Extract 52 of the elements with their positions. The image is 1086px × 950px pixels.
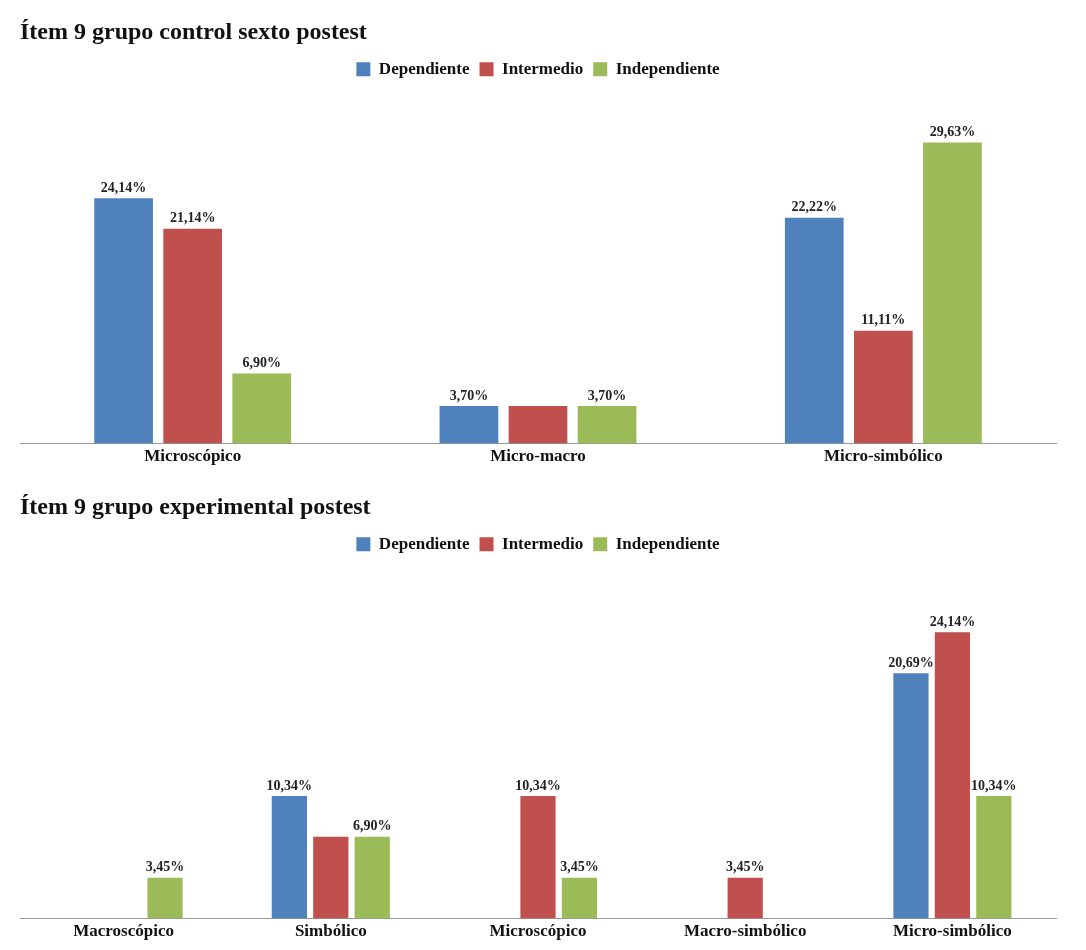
chart-title: Ítem 9 grupo experimental postest (20, 492, 371, 519)
data-label: 29,63% (929, 124, 976, 139)
bar (147, 877, 183, 919)
bar (893, 673, 929, 919)
data-label: 10,34% (971, 777, 1017, 793)
data-label: 24,14% (100, 179, 147, 195)
x-tick-label: Macroscópico (73, 921, 174, 941)
data-label: 6,90% (352, 818, 392, 834)
data-label: 10,34% (515, 777, 561, 793)
legend-label: Dependiente (378, 58, 470, 78)
legend-label: Independiente (615, 533, 721, 553)
legend-label: Intermedio (502, 58, 584, 78)
x-tick-label: Micro-simbólico (893, 921, 1012, 941)
data-label: 3,70% (587, 387, 627, 403)
bar (520, 795, 556, 919)
data-label: 3,45% (725, 859, 765, 875)
bar (853, 330, 913, 444)
legend-label: Independiente (615, 58, 721, 78)
x-tick-label: Macro-simbólico (683, 921, 807, 941)
bar (976, 795, 1012, 919)
chart-title: Ítem 9 grupo control sexto postest (20, 17, 367, 44)
bar (727, 877, 763, 919)
x-tick-label: Micro-macro (490, 446, 586, 466)
x-tick-label: Simbólico (294, 921, 367, 941)
bar (232, 373, 292, 444)
legend-label: Intermedio (502, 533, 584, 553)
x-tick-label: Microscópico (144, 446, 242, 466)
data-label: 3,45% (560, 859, 599, 875)
bar (923, 142, 982, 444)
bar (439, 405, 499, 444)
bar (94, 198, 153, 444)
bar (271, 795, 307, 919)
bar (577, 405, 637, 444)
bar (313, 836, 349, 919)
bar (784, 217, 844, 444)
x-tick-label: Micro-simbólico (824, 446, 943, 466)
data-label: 10,34% (266, 777, 313, 793)
legend-label: Dependiente (378, 533, 470, 553)
data-label: 3,45% (145, 859, 185, 875)
bar (354, 836, 390, 919)
data-label: 22,22% (791, 199, 838, 215)
data-label: 21,14% (169, 210, 216, 226)
x-tick-label: Microscópico (489, 921, 587, 941)
bar (508, 405, 568, 444)
data-label: 24,14% (929, 613, 976, 629)
bar (561, 877, 598, 919)
bar (163, 228, 223, 444)
data-label: 11,11% (861, 312, 906, 328)
data-label: 3,70% (449, 387, 489, 403)
data-label: 6,90% (242, 355, 281, 371)
data-label: 20,69% (888, 654, 934, 670)
bar (934, 632, 971, 919)
